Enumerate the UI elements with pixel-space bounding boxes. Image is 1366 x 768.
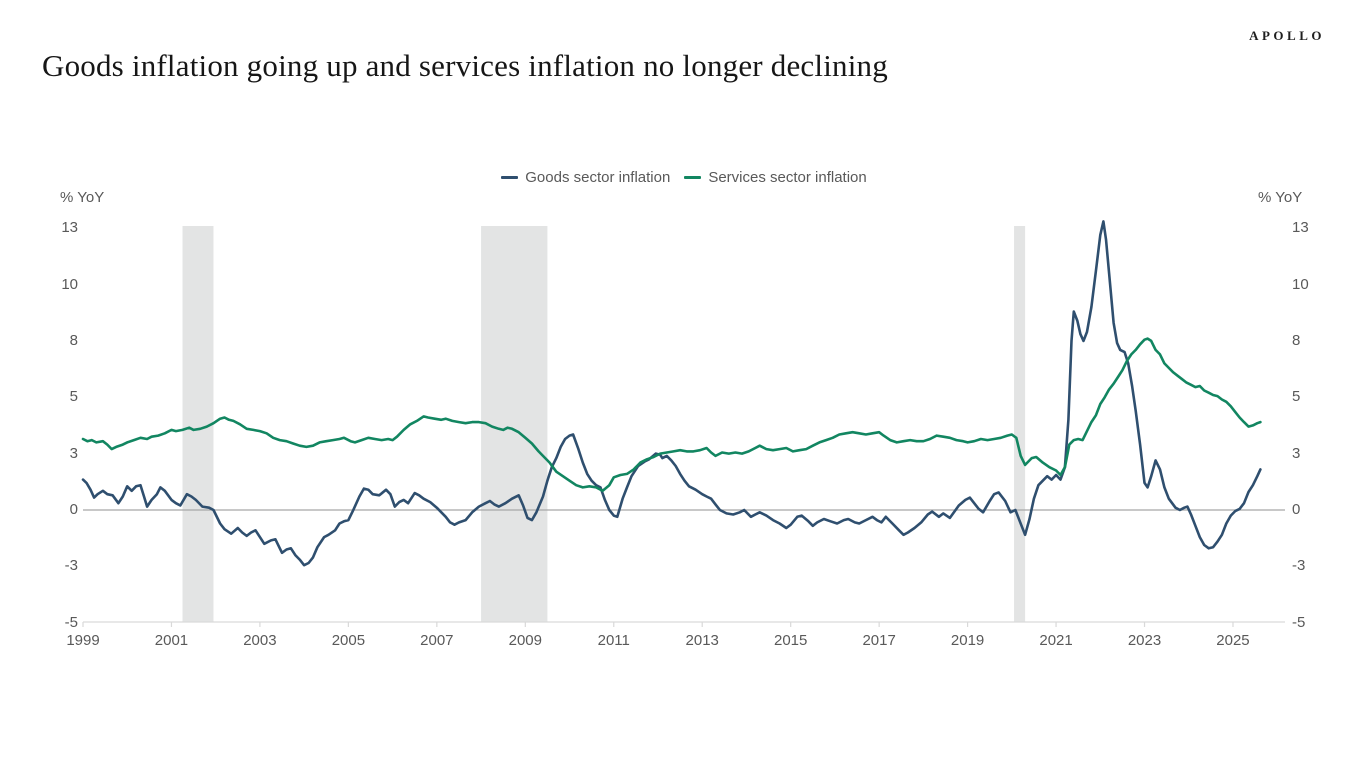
legend-item: Services sector inflation bbox=[684, 169, 867, 186]
y-tick-label-right: 5 bbox=[1292, 388, 1301, 406]
page-title: Goods inflation going up and services in… bbox=[42, 48, 888, 83]
x-tick-label: 2023 bbox=[1127, 632, 1162, 649]
x-tick-label: 2019 bbox=[950, 632, 985, 649]
y-tick-label-left: -5 bbox=[64, 613, 78, 631]
recession-band-1 bbox=[481, 226, 548, 622]
legend-label: Services sector inflation bbox=[708, 169, 867, 186]
y-tick-label-right: -5 bbox=[1292, 613, 1306, 631]
y-tick-label-right: 8 bbox=[1292, 331, 1301, 349]
y-tick-label-right: 13 bbox=[1292, 219, 1309, 237]
x-tick-label: 2011 bbox=[597, 632, 630, 649]
legend-swatch bbox=[684, 175, 702, 180]
x-tick-label: 1999 bbox=[66, 632, 100, 649]
x-tick-label: 2013 bbox=[685, 632, 719, 649]
recession-band-0 bbox=[182, 226, 214, 622]
y-tick-label-left: -3 bbox=[64, 557, 78, 575]
y-tick-label-left: 0 bbox=[69, 501, 78, 518]
y-tick-label-right: 3 bbox=[1292, 444, 1301, 462]
legend-label: Goods sector inflation bbox=[525, 169, 671, 186]
x-tick-label: 2009 bbox=[508, 632, 542, 649]
y-tick-label-left: 10 bbox=[61, 275, 78, 293]
y-axis-unit-left: % YoY bbox=[60, 189, 105, 206]
y-tick-label-right: 0 bbox=[1292, 501, 1301, 518]
services-inflation-line bbox=[81, 337, 1262, 493]
x-tick-label: 2021 bbox=[1039, 632, 1073, 649]
y-tick-label-right: 10 bbox=[1292, 275, 1309, 293]
legend-item: Goods sector inflation bbox=[501, 169, 670, 186]
y-tick-label-right: -3 bbox=[1292, 557, 1306, 575]
x-tick-label: 2025 bbox=[1216, 632, 1250, 649]
x-tick-label: 2007 bbox=[420, 632, 454, 649]
x-tick-label: 2003 bbox=[243, 632, 277, 649]
chart-legend: Goods sector inflation Services sector in… bbox=[83, 169, 1285, 186]
x-tick-label: 2017 bbox=[862, 632, 896, 649]
goods-inflation-line bbox=[81, 220, 1262, 567]
recession-band-2 bbox=[1014, 226, 1026, 622]
legend-swatch bbox=[501, 175, 519, 180]
x-tick-label: 2015 bbox=[773, 632, 808, 649]
y-axis-unit-right: % YoY bbox=[1258, 189, 1303, 206]
apollo-logo: APOLLO bbox=[1249, 28, 1325, 43]
y-tick-label-left: 13 bbox=[61, 219, 78, 237]
y-tick-label-left: 5 bbox=[69, 388, 78, 406]
y-tick-label-left: 8 bbox=[69, 331, 78, 349]
x-tick-label: 2005 bbox=[331, 632, 366, 649]
y-tick-label-left: 3 bbox=[69, 444, 78, 462]
x-tick-label: 2001 bbox=[154, 632, 189, 649]
